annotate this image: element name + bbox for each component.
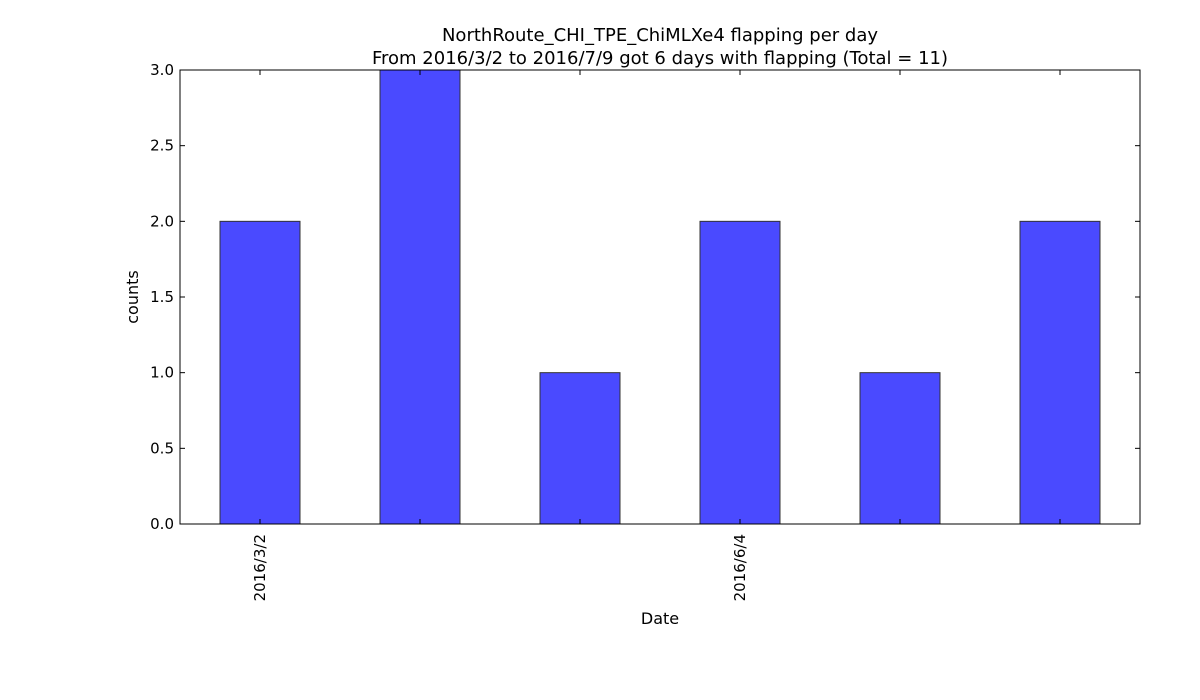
y-axis-label: counts bbox=[123, 270, 142, 323]
chart-title: NorthRoute_CHI_TPE_ChiMLXe4 flapping per… bbox=[442, 25, 878, 46]
bar-2 bbox=[539, 372, 621, 525]
y-tick-label: 1.0 bbox=[150, 364, 174, 382]
y-tick-label: 0.5 bbox=[150, 439, 174, 457]
x-axis-label: Date bbox=[641, 609, 679, 628]
bar-3 bbox=[699, 220, 781, 525]
x-tick-label: 2016/3/2 bbox=[251, 534, 269, 601]
y-tick-label: 0.0 bbox=[150, 515, 174, 533]
y-tick-label: 3.0 bbox=[150, 61, 174, 79]
plot-frame bbox=[179, 69, 1141, 525]
bar-4 bbox=[859, 372, 941, 525]
x-tick-label: 2016/6/4 bbox=[731, 534, 749, 601]
y-tick-label: 2.5 bbox=[150, 137, 174, 155]
bar-0 bbox=[219, 220, 301, 525]
bars-group bbox=[219, 69, 1101, 525]
chart-subtitle: From 2016/3/2 to 2016/7/9 got 6 days wit… bbox=[372, 48, 948, 69]
y-tick-label: 2.0 bbox=[150, 212, 174, 230]
bar-5 bbox=[1019, 220, 1101, 525]
ticks-group: 2016/3/2 2016/6/4 0.0 0.5 1.0 1.5 2.0 2.5 3.0 bbox=[150, 61, 1140, 601]
y-tick-label: 1.5 bbox=[150, 288, 174, 306]
bar-1 bbox=[379, 69, 461, 525]
